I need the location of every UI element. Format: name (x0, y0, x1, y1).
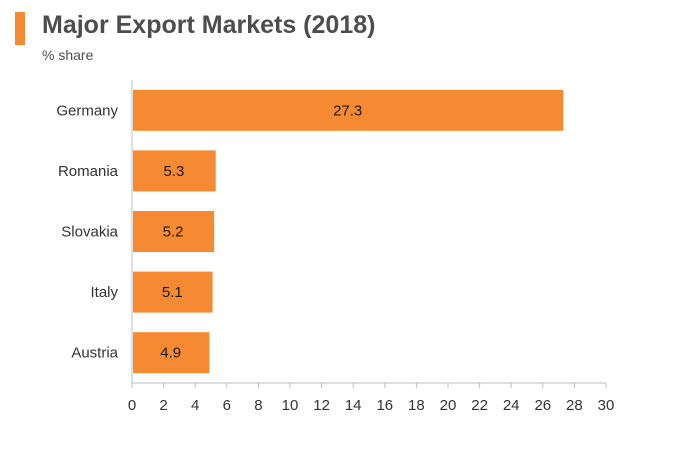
x-tick-label: 18 (408, 397, 425, 414)
chart-title: Major Export Markets (2018) (42, 11, 376, 39)
x-tick-label: 20 (440, 397, 457, 414)
x-tick-label: 10 (282, 397, 299, 414)
data-label: 5.1 (162, 284, 183, 301)
x-tick-label: 4 (191, 397, 199, 414)
category-label: Slovakia (61, 224, 118, 241)
chart-subtitle: % share (42, 47, 94, 63)
category-label: Romania (58, 163, 119, 180)
x-tick-label: 6 (223, 397, 231, 414)
title-accent-bar (15, 12, 25, 45)
x-tick-label: 2 (159, 397, 167, 414)
x-tick-label: 8 (254, 397, 262, 414)
x-tick-label: 0 (128, 397, 136, 414)
data-label: 5.3 (163, 163, 184, 180)
x-tick-label: 28 (566, 397, 583, 414)
data-label: 4.9 (160, 345, 181, 362)
bar-germany (133, 89, 564, 131)
x-tick-label: 16 (376, 397, 393, 414)
bar-italy (133, 271, 213, 313)
x-tick-label: 12 (313, 397, 330, 414)
x-tick-label: 14 (345, 397, 362, 414)
bar-romania (133, 150, 216, 192)
data-label: 5.2 (163, 224, 184, 241)
bar-slovakia (133, 211, 215, 252)
data-label: 27.3 (333, 102, 362, 119)
x-tick-label: 30 (598, 397, 615, 414)
bar-austria (133, 332, 210, 374)
category-label: Germany (56, 102, 118, 119)
x-tick-label: 24 (503, 397, 520, 414)
x-tick-label: 26 (534, 397, 551, 414)
category-label: Austria (71, 345, 118, 362)
category-label: Italy (90, 284, 118, 301)
x-tick-label: 22 (471, 397, 488, 414)
